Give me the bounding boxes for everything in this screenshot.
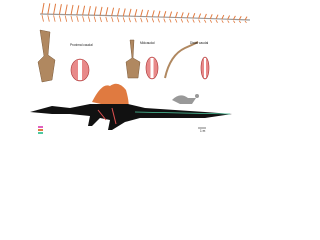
caudal-vertebra	[47, 3, 51, 15]
caudal-vertebra	[64, 4, 68, 15]
caudal-vertebra	[105, 16, 108, 23]
caudal-vertebra	[88, 16, 91, 23]
caudal-vertebra	[215, 14, 219, 20]
caudal-vertebra	[47, 15, 50, 22]
cross-section-core	[150, 58, 154, 78]
caudal-vertebra	[227, 20, 230, 24]
panel-label: Distal caudal	[190, 41, 209, 45]
caudal-vertebra	[82, 5, 86, 16]
caudal-vertebra	[41, 14, 44, 22]
skeleton	[30, 83, 232, 130]
caudal-vertebra	[41, 2, 45, 15]
caudal-vertebra	[93, 6, 97, 16]
caudal-vertebra	[99, 16, 102, 23]
caudal-vertebra	[146, 17, 149, 23]
caudal-vertebra	[198, 19, 201, 23]
legend-swatch	[38, 132, 43, 134]
caudal-vertebra	[221, 20, 224, 23]
caudal-vertebra	[221, 14, 225, 20]
caudal-vertebra	[238, 16, 242, 21]
vertebra-photo	[37, 29, 56, 83]
caudal-vertebra	[169, 18, 172, 23]
caudal-vertebra	[87, 6, 91, 16]
caudal-vertebra	[140, 17, 143, 23]
caudal-vertebra	[209, 14, 213, 20]
caudal-vertebra	[163, 11, 167, 18]
caudal-vertebra	[140, 9, 144, 18]
caudal-vertebra	[186, 19, 189, 23]
caudal-vertebra	[82, 16, 85, 22]
caudal-vertebra	[157, 10, 161, 18]
legend-swatch	[38, 129, 43, 131]
caudal-vertebra	[163, 18, 166, 23]
caudal-vertebra	[151, 18, 155, 23]
human-silhouette	[172, 94, 199, 104]
caudal-vertebra	[117, 17, 120, 23]
caudal-vertebra	[93, 16, 97, 23]
vertebra-photo	[125, 39, 141, 79]
caudal-vertebra	[70, 15, 73, 22]
panel-label: Midcaudal	[140, 41, 155, 45]
caudal-vertebra	[64, 15, 68, 22]
caudal-vertebra	[157, 18, 160, 23]
caudal-vertebra	[238, 20, 242, 24]
cross-section-core	[78, 60, 82, 80]
caudal-vertebra	[122, 17, 126, 23]
caudal-vertebra	[111, 16, 114, 23]
caudal-vertebra	[244, 20, 247, 24]
caudal-vertebra	[192, 12, 196, 19]
caudal-vertebra	[203, 13, 207, 19]
caudal-vertebra	[76, 15, 79, 22]
caudal-vertebra	[134, 17, 137, 23]
caudal-vertebra	[215, 19, 218, 23]
vertebra-illustrations: Proximal caudal Midcaudal Distal caudal	[37, 29, 210, 83]
caudal-vertebra	[204, 19, 207, 23]
vertebra-photo	[164, 41, 199, 79]
figure: Proximal caudal Midcaudal Distal caudal …	[30, 2, 251, 134]
caudal-vertebra	[233, 20, 236, 24]
caudal-vertebra	[134, 9, 138, 17]
legend-swatch	[38, 126, 43, 128]
caudal-vertebra	[53, 3, 57, 15]
caudal-vertebra	[128, 8, 132, 17]
limb-highlight	[97, 107, 117, 125]
caudal-vertebra	[122, 8, 126, 17]
sail	[92, 83, 129, 110]
caudal-vertebra	[192, 19, 195, 23]
caudal-vertebra	[111, 7, 115, 17]
centra	[39, 13, 251, 21]
caudal-vertebra	[180, 12, 184, 19]
caudal-vertebra	[209, 19, 213, 23]
caudal-vertebra	[180, 18, 184, 23]
caudal-vertebra	[99, 6, 103, 16]
caudal-vertebra	[145, 9, 149, 18]
body-silhouette	[30, 104, 232, 130]
caudal-vertebra	[128, 17, 131, 23]
caudal-vertebra	[175, 18, 178, 23]
caudal-vertebra	[70, 4, 74, 15]
caudal-vertebra	[232, 15, 236, 20]
scale-label: 1 m	[200, 129, 206, 133]
caudal-vertebra	[76, 5, 80, 16]
caudal-vertebra	[58, 4, 62, 15]
caudal-vertebra	[227, 15, 231, 20]
caudal-vertebra	[105, 7, 109, 16]
caudal-vertebra	[53, 15, 56, 22]
legend	[38, 126, 43, 134]
caudal-vertebra	[174, 11, 178, 19]
caudal-vertebra	[198, 13, 202, 19]
panel-label: Proximal caudal	[70, 43, 93, 47]
caudal-vertebra	[151, 10, 155, 18]
caudal-vertebra	[186, 12, 190, 19]
tail-highlight	[134, 111, 231, 115]
caudal-vertebra	[169, 11, 173, 18]
caudal-vertebra	[116, 7, 120, 17]
cross-section-core	[204, 58, 206, 78]
tail-series	[39, 2, 251, 24]
caudal-vertebra	[244, 16, 248, 21]
caudal-vertebra	[59, 15, 62, 22]
